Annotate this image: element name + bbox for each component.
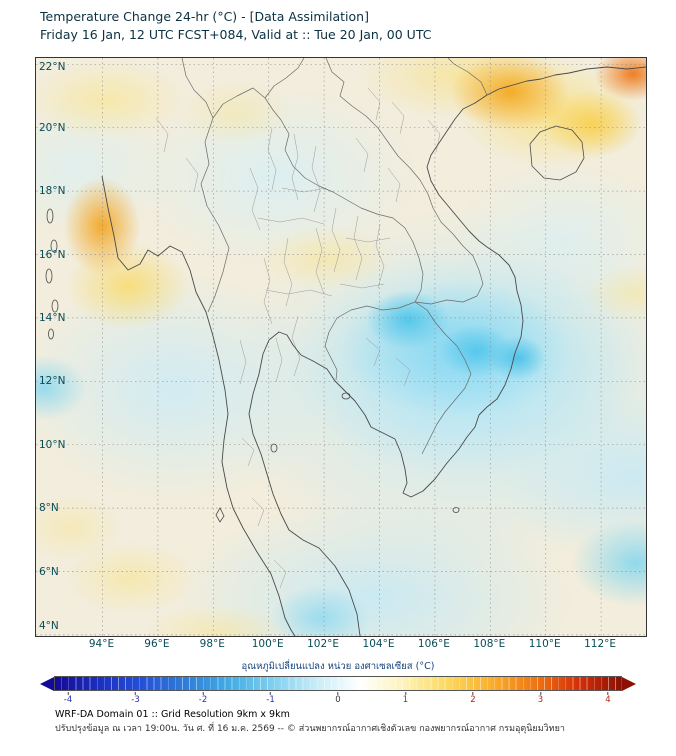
colorbar-right-arrow xyxy=(622,676,636,691)
lon-tick-label: 106°E xyxy=(417,638,450,650)
colorbar-left-arrow xyxy=(40,676,54,691)
longitude-axis-labels: 94°E 96°E 98°E 100°E 102°E 104°E 106°E 108°E 110… xyxy=(35,638,645,654)
colorbar-tick: -3 xyxy=(131,692,140,705)
lon-tick-label: 104°E xyxy=(362,638,395,650)
figure-footer: WRF-DA Domain 01 :: Grid Resolution 9km … xyxy=(55,708,565,737)
colorbar-tick: -4 xyxy=(64,692,72,705)
colorbar-tick: 3 xyxy=(538,692,543,705)
page-title: Temperature Change 24-hr (°C) - [Data As… xyxy=(40,9,369,24)
colorbar-tick-labels: -4 -3 -2 -1 0 1 2 3 4 xyxy=(55,692,621,706)
colorbar-tick: 1 xyxy=(403,692,408,705)
lon-tick-label: 110°E xyxy=(528,638,561,650)
colorbar-title: อุณหภูมิเปลี่ยนแปลง หน่วย องศาเซลเซียส (… xyxy=(241,661,435,672)
figure-header: Temperature Change 24-hr (°C) - [Data As… xyxy=(40,8,431,44)
colorbar-tick: 0 xyxy=(335,692,341,705)
lon-tick-label: 94°E xyxy=(88,638,115,650)
colorbar-tick: 2 xyxy=(470,692,476,705)
colorbar-tick: -1 xyxy=(266,692,275,705)
lon-tick-label: 96°E xyxy=(144,638,170,650)
agency-credit-text: ปรับปรุงข้อมูล ณ เวลา 19:00น. วัน ศ. ที่… xyxy=(55,724,565,735)
grid-layer xyxy=(36,58,646,636)
colorbar-tick: -2 xyxy=(199,692,207,705)
page-subtitle: Friday 16 Jan, 12 UTC FCST+084, Valid at… xyxy=(40,27,432,43)
temperature-field-shading xyxy=(36,58,646,636)
lon-tick-label: 108°E xyxy=(473,638,506,650)
lon-tick-label: 112°E xyxy=(584,638,617,650)
lon-tick-label: 98°E xyxy=(199,638,225,650)
lon-tick-label: 100°E xyxy=(251,638,284,650)
country-borders xyxy=(181,58,488,455)
map-overlay-svg xyxy=(36,58,646,636)
domain-info-text: WRF-DA Domain 01 :: Grid Resolution 9km … xyxy=(55,709,290,720)
province-borders xyxy=(155,87,441,589)
colorbar-gradient xyxy=(54,676,622,691)
coastlines xyxy=(45,66,646,636)
map-canvas: 22°N 20°N 18°N 16°N 14°N 12°N 10°N 8°N 6°N 4°N xyxy=(35,57,647,637)
lon-tick-label: 102°E xyxy=(307,638,340,650)
colorbar xyxy=(40,676,636,691)
colorbar-tick: 4 xyxy=(605,692,611,705)
